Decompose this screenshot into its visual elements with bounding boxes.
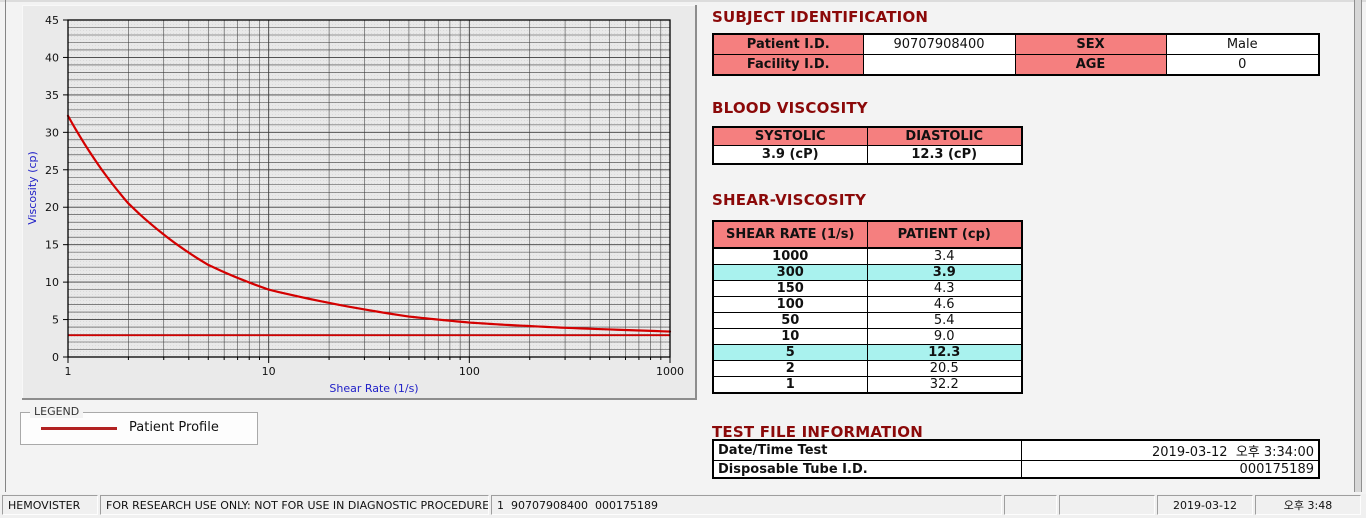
shear-rate-cell: 2 (712, 360, 868, 377)
svg-text:1000: 1000 (656, 365, 684, 378)
svg-text:35: 35 (45, 89, 59, 102)
table-header-row: SHEAR RATE (1/s) PATIENT (cp) (712, 220, 1023, 249)
shear-rate-cell: 1 (712, 376, 868, 394)
shear-viscosity-title: SHEAR-VISCOSITY (712, 191, 867, 209)
table-row: Disposable Tube I.D. 000175189 (712, 460, 1320, 479)
status-empty-panel (1004, 495, 1057, 515)
patient-id-label: Patient I.D. (712, 33, 864, 55)
disposable-tube-id-value: 000175189 (1020, 460, 1320, 479)
table-row: SYSTOLIC DIASTOLIC (712, 126, 1023, 146)
age-label: AGE (1014, 54, 1167, 76)
age-value: 0 (1165, 54, 1320, 76)
shear-row[interactable]: 150 4.3 (712, 280, 1023, 297)
svg-text:100: 100 (459, 365, 480, 378)
status-empty-panel (1059, 495, 1155, 515)
patient-header: PATIENT (cp) (866, 220, 1023, 249)
svg-text:45: 45 (45, 14, 59, 27)
sex-label: SEX (1014, 33, 1167, 55)
shear-rate-cell: 50 (712, 312, 868, 329)
patient-value-cell: 4.3 (866, 280, 1023, 297)
patient-id-value: 90707908400 (862, 33, 1016, 55)
patient-value-cell: 12.3 (866, 344, 1023, 361)
patient-value-cell: 4.6 (866, 296, 1023, 313)
shear-row[interactable]: 5 12.3 (712, 344, 1023, 361)
facility-id-value (862, 54, 1016, 76)
sex-value: Male (1165, 33, 1320, 55)
subject-identification-title: SUBJECT IDENTIFICATION (712, 8, 929, 26)
blood-viscosity-title: BLOOD VISCOSITY (712, 99, 868, 117)
patient-profile-line-swatch (41, 427, 117, 430)
shear-rate-cell: 300 (712, 264, 868, 281)
window-right-border (1354, 0, 1362, 492)
svg-text:5: 5 (52, 314, 59, 327)
diastolic-value: 12.3 (cP) (866, 145, 1023, 165)
shear-rate-cell: 100 (712, 296, 868, 313)
legend-box: LEGEND Patient Profile (20, 405, 258, 445)
facility-id-label: Facility I.D. (712, 54, 864, 76)
diastolic-header: DIASTOLIC (866, 126, 1023, 146)
window-top-border (0, 0, 1366, 2)
svg-text:20: 20 (45, 201, 59, 214)
status-date: 2019-03-12 (1157, 495, 1253, 515)
table-row: Patient I.D. 90707908400 SEX Male (712, 33, 1320, 55)
status-record-ids: 1 90707908400 000175189 (491, 495, 1002, 515)
svg-text:15: 15 (45, 239, 59, 252)
shear-row[interactable]: 1000 3.4 (712, 247, 1023, 265)
svg-text:30: 30 (45, 126, 59, 139)
viscosity-chart: 1 10 100 1000 0 5 10 15 20 25 30 35 40 45 Viscosity (c… (22, 5, 697, 400)
shear-rate-cell: 150 (712, 280, 868, 297)
svg-text:25: 25 (45, 164, 59, 177)
svg-text:Shear Rate (1/s): Shear Rate (1/s) (329, 382, 418, 395)
svg-text:1: 1 (65, 365, 72, 378)
patient-value-cell: 5.4 (866, 312, 1023, 329)
shear-row[interactable]: 2 20.5 (712, 360, 1023, 377)
shear-row[interactable]: 100 4.6 (712, 296, 1023, 313)
legend-title: LEGEND (30, 405, 84, 418)
svg-text:10: 10 (262, 365, 276, 378)
table-row: Date/Time Test 2019-03-12 오후 3:34:00 (712, 439, 1320, 461)
status-app-name: HEMOVISTER (2, 495, 98, 515)
systolic-value: 3.9 (cP) (712, 145, 868, 165)
shear-row[interactable]: 1 32.2 (712, 376, 1023, 394)
systolic-header: SYSTOLIC (712, 126, 868, 146)
shear-row[interactable]: 50 5.4 (712, 312, 1023, 329)
date-time-test-label: Date/Time Test (712, 439, 1022, 461)
disposable-tube-id-label: Disposable Tube I.D. (712, 460, 1022, 479)
shear-rate-cell: 5 (712, 344, 868, 361)
status-bar: HEMOVISTER FOR RESEARCH USE ONLY: NOT FO… (0, 494, 1366, 518)
patient-value-cell: 9.0 (866, 328, 1023, 345)
svg-text:Viscosity (cp): Viscosity (cp) (26, 151, 39, 225)
window-left-border (5, 0, 6, 492)
viscosity-chart-panel: 1 10 100 1000 0 5 10 15 20 25 30 35 40 45 Viscosity (c… (22, 5, 697, 400)
shear-rate-header: SHEAR RATE (1/s) (712, 220, 868, 249)
patient-value-cell: 32.2 (866, 376, 1023, 394)
shear-viscosity-table: SHEAR RATE (1/s) PATIENT (cp) 1000 3.4 3… (712, 220, 1023, 394)
status-research-notice: FOR RESEARCH USE ONLY: NOT FOR USE IN DI… (100, 495, 489, 515)
test-file-information-table: Date/Time Test 2019-03-12 오후 3:34:00 Dis… (712, 439, 1320, 479)
date-time-test-value: 2019-03-12 오후 3:34:00 (1020, 439, 1320, 461)
blood-viscosity-table: SYSTOLIC DIASTOLIC 3.9 (cP) 12.3 (cP) (712, 126, 1023, 165)
patient-value-cell: 3.9 (866, 264, 1023, 281)
status-time: 오후 3:48 (1255, 495, 1361, 515)
shear-row[interactable]: 300 3.9 (712, 264, 1023, 281)
table-row: 3.9 (cP) 12.3 (cP) (712, 145, 1023, 165)
svg-text:40: 40 (45, 51, 59, 64)
shear-rate-cell: 1000 (712, 247, 868, 265)
test-file-information-title: TEST FILE INFORMATION (712, 423, 923, 441)
shear-rate-cell: 10 (712, 328, 868, 345)
svg-text:0: 0 (52, 351, 59, 364)
legend-entry-label: Patient Profile (129, 420, 219, 435)
patient-value-cell: 3.4 (866, 247, 1023, 265)
patient-value-cell: 20.5 (866, 360, 1023, 377)
shear-row[interactable]: 10 9.0 (712, 328, 1023, 345)
subject-identification-table: Patient I.D. 90707908400 SEX Male Facili… (712, 33, 1320, 76)
svg-text:10: 10 (45, 276, 59, 289)
table-row: Facility I.D. AGE 0 (712, 54, 1320, 76)
